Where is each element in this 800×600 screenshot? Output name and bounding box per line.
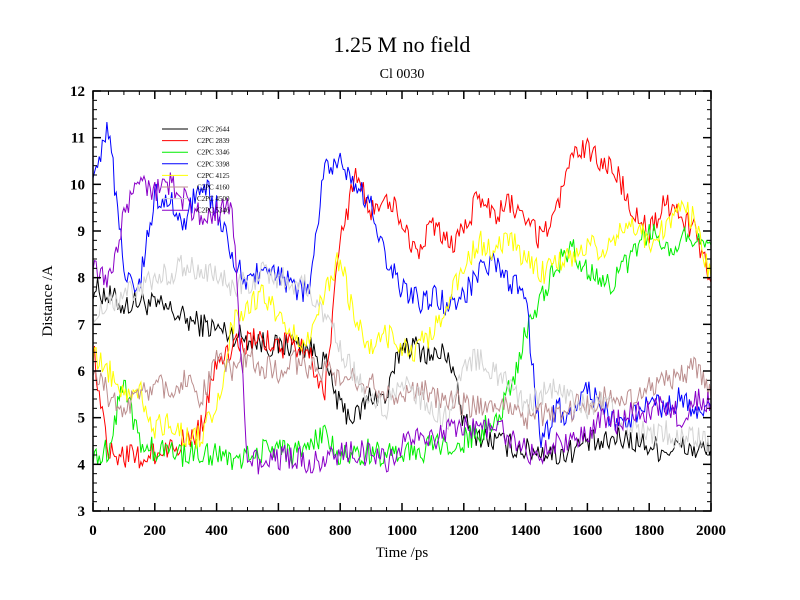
- y-tick-label: 3: [78, 504, 86, 520]
- x-tick-label: 200: [144, 523, 167, 539]
- series-line-2: [92, 137, 712, 469]
- axis-ticks: 0 200 400 600 800 1000 1200 1400 1600 1800 2000 3 4 5…: [70, 84, 726, 539]
- chart-subtitle: Cl 0030: [380, 67, 425, 82]
- series-line-7: [92, 254, 712, 452]
- chart-title: 1.25 M no field: [334, 32, 471, 57]
- x-tick-label: 0: [89, 523, 97, 539]
- series-layer: [92, 121, 712, 475]
- series-line-8: [92, 172, 712, 475]
- legend-label-1: C2PC 2644: [197, 126, 230, 134]
- y-tick-label: 5: [78, 411, 86, 427]
- legend-label-2: C2PC 2839: [197, 137, 230, 145]
- x-tick-label: 1000: [387, 523, 417, 539]
- x-tick-label: 800: [329, 523, 352, 539]
- x-axis-label: Time /ps: [376, 545, 429, 561]
- y-tick-label: 9: [78, 224, 86, 240]
- y-tick-label: 10: [70, 177, 85, 193]
- legend-label-8: C2PC 5346: [197, 207, 230, 215]
- series-line-5: [92, 199, 712, 449]
- x-tick-label: 1800: [634, 523, 664, 539]
- x-tick-label: 1200: [449, 523, 479, 539]
- series-line-1: [92, 277, 712, 465]
- x-tick-label: 2000: [696, 523, 726, 539]
- legend-label-5: C2PC 4125: [197, 172, 230, 180]
- y-tick-label: 7: [78, 317, 86, 333]
- y-axis-label: Distance /A: [40, 265, 56, 336]
- x-tick-label: 1600: [572, 523, 602, 539]
- x-tick-label: 600: [267, 523, 290, 539]
- y-tick-label: 11: [71, 131, 85, 147]
- series-line-4: [92, 121, 712, 448]
- legend-label-4: C2PC 3398: [197, 160, 230, 168]
- y-tick-label: 4: [78, 457, 86, 473]
- y-tick-label: 12: [70, 84, 85, 100]
- y-tick-label: 6: [78, 364, 86, 380]
- x-tick-label: 1400: [511, 523, 541, 539]
- y-tick-label: 8: [78, 271, 86, 287]
- series-line-3: [92, 223, 712, 470]
- legend-label-6: C2PC 4160: [197, 184, 230, 192]
- legend: C2PC 2644 C2PC 2839 C2PC 3346 C2PC 3398 C2PC…: [162, 126, 230, 215]
- legend-label-3: C2PC 3346: [197, 149, 230, 157]
- series-line-6: [92, 348, 712, 430]
- x-tick-label: 400: [205, 523, 228, 539]
- legend-label-7: C2PC 4500: [197, 195, 230, 203]
